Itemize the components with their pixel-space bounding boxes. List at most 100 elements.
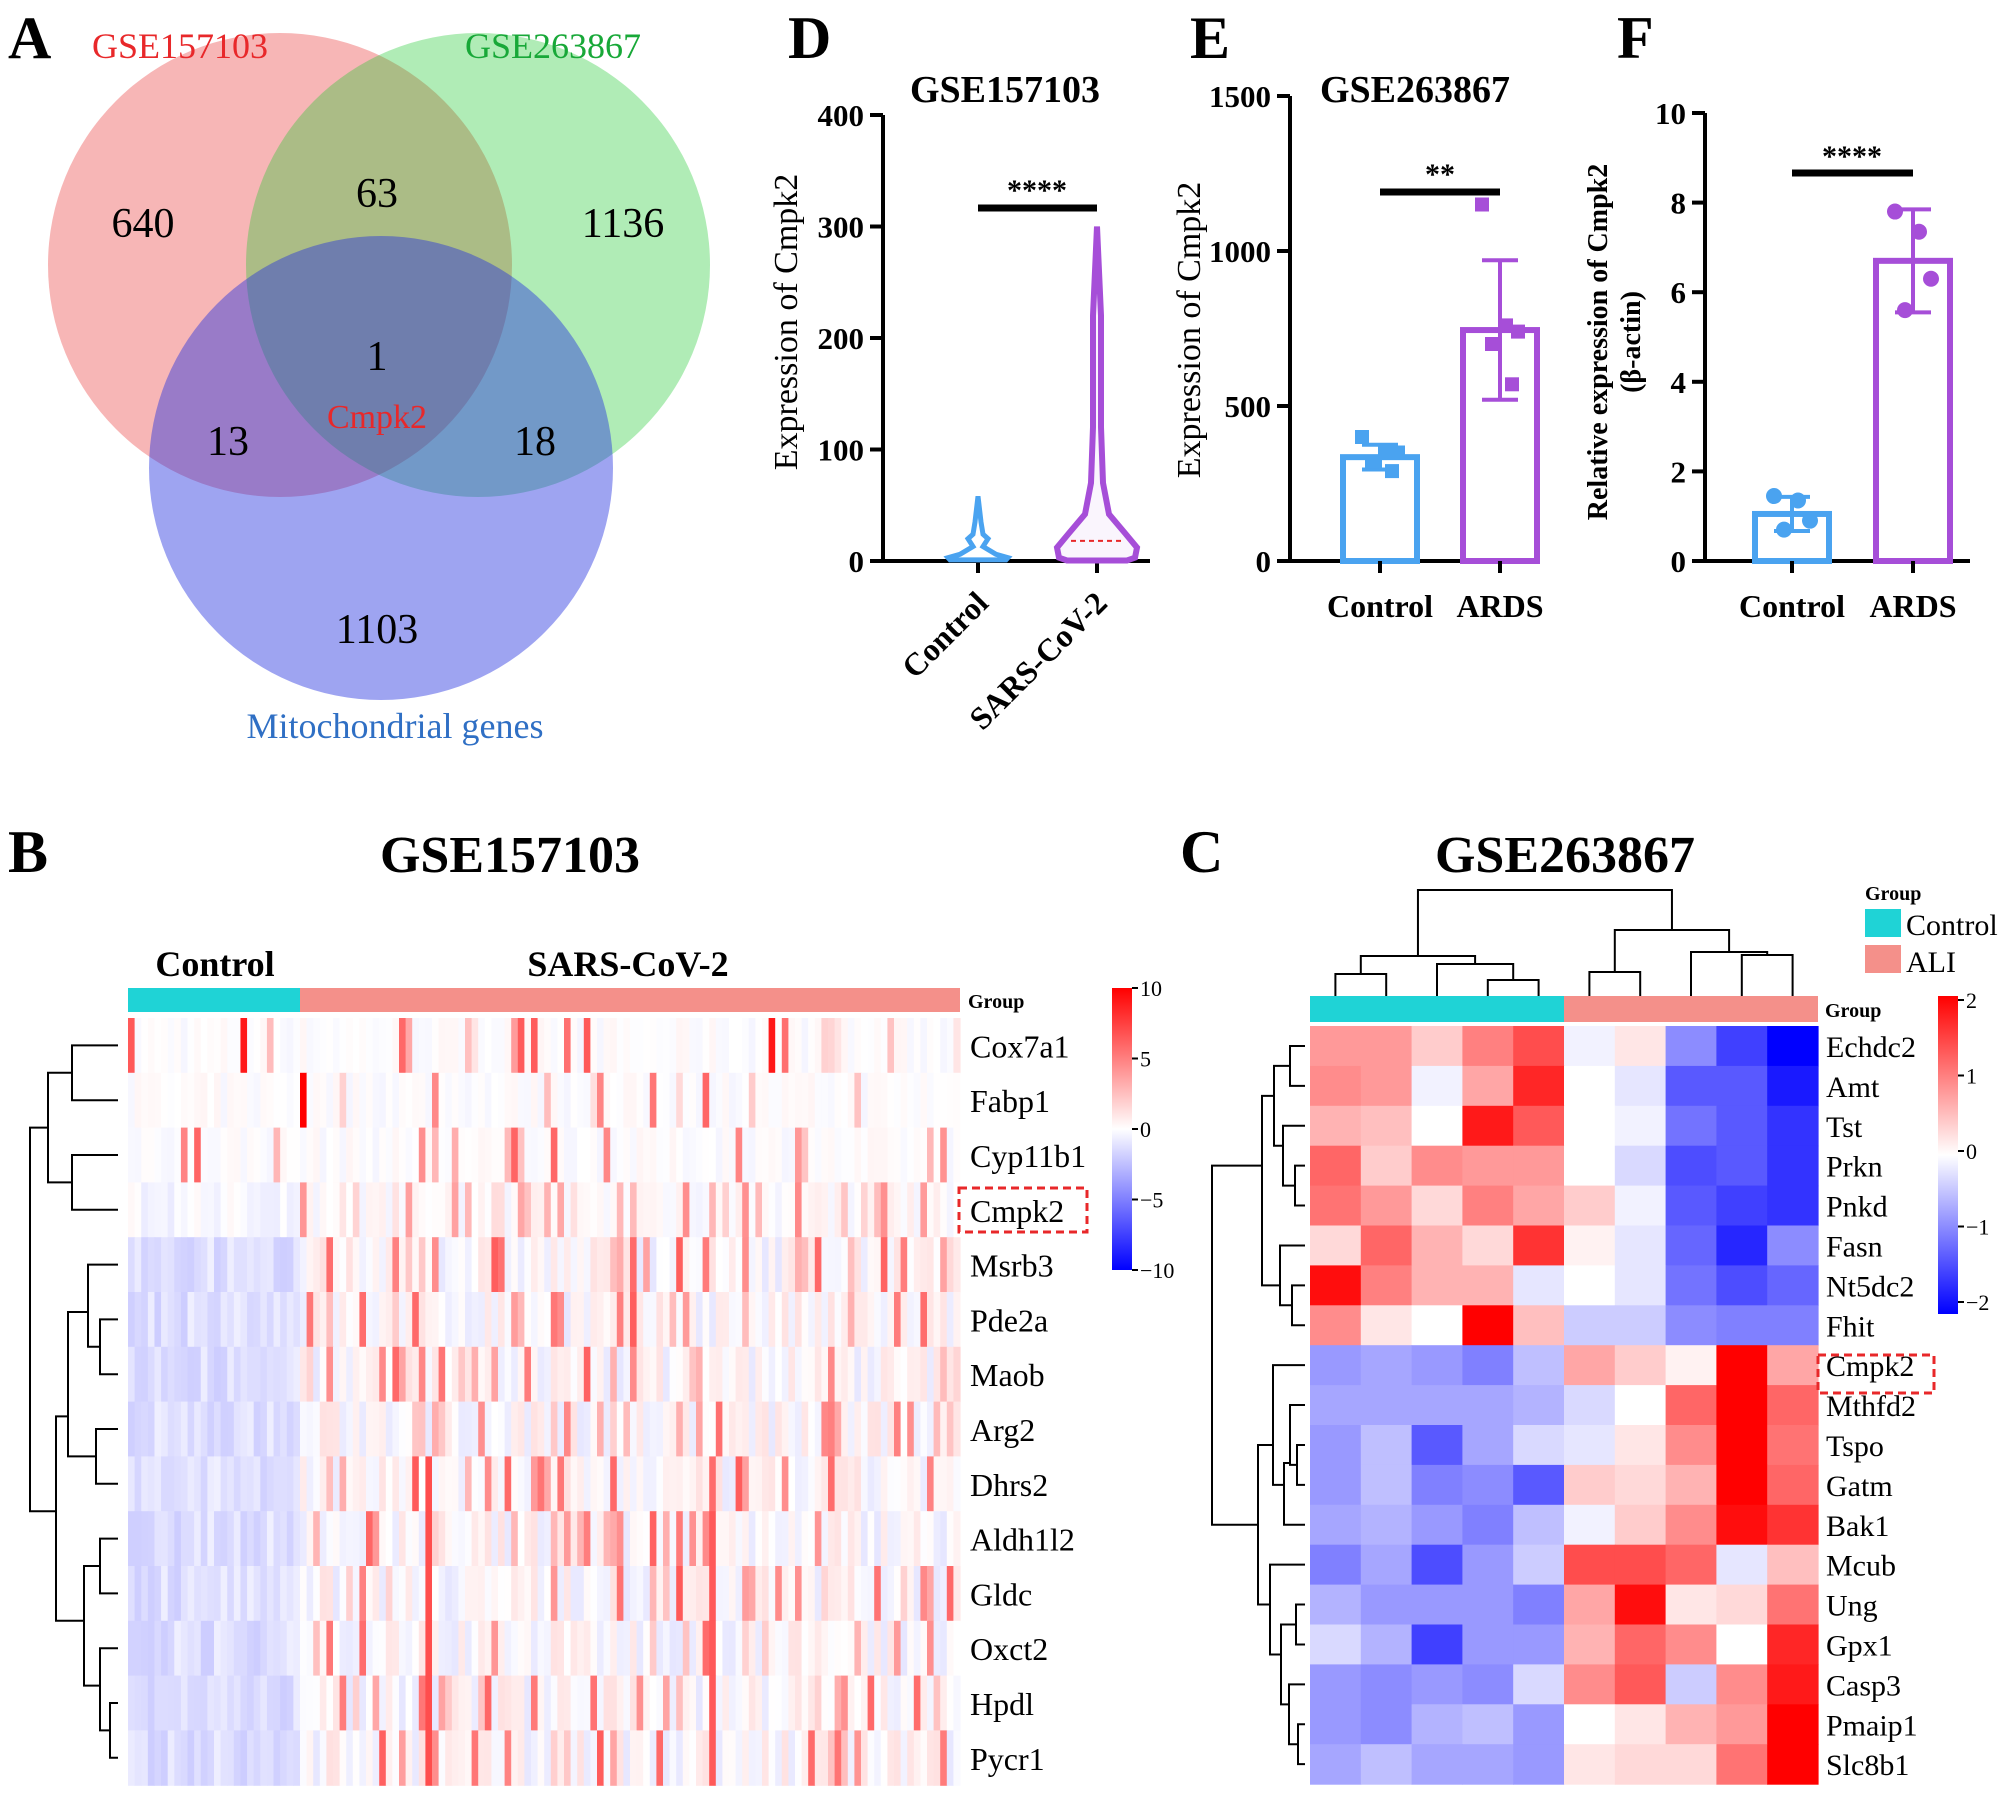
heat-cell xyxy=(583,1292,591,1348)
heat-cell xyxy=(880,1127,888,1183)
heat-cell xyxy=(478,1072,486,1129)
heat-cell xyxy=(1665,1345,1717,1386)
heat-cell xyxy=(300,1511,308,1567)
heat-cell xyxy=(1310,1265,1362,1306)
heat-cell xyxy=(755,1127,763,1183)
heat-cell xyxy=(1360,1105,1413,1147)
heat-cell xyxy=(240,1675,248,1731)
heat-cell xyxy=(610,1292,618,1348)
heat-cell xyxy=(399,1127,407,1183)
heat-cell xyxy=(379,1456,387,1512)
heat-cell xyxy=(207,1730,215,1786)
venn-circle-mito xyxy=(149,236,613,700)
heat-cell xyxy=(1614,1504,1667,1546)
heat-cell xyxy=(425,1401,433,1457)
heat-cell xyxy=(293,1456,301,1512)
heat-cell xyxy=(180,1511,189,1567)
heat-cell xyxy=(544,1346,552,1403)
heat-cell xyxy=(894,1566,902,1622)
heat-cell xyxy=(280,1182,288,1238)
heat-cell xyxy=(656,1237,664,1293)
heat-cell xyxy=(451,1127,459,1183)
heat-cell xyxy=(253,1456,261,1512)
heat-cell xyxy=(451,1456,459,1512)
heat-cell xyxy=(874,1511,882,1567)
heat-cell xyxy=(326,1292,334,1348)
heat-cell xyxy=(1767,1385,1819,1426)
panel-c-group-bar-case xyxy=(1564,996,1818,1022)
heat-cell xyxy=(147,1072,156,1129)
heat-cell xyxy=(1513,1425,1565,1466)
heat-cell xyxy=(880,1401,888,1457)
heat-cell xyxy=(247,1401,255,1457)
heat-cell xyxy=(1310,1105,1362,1147)
heat-cell xyxy=(1310,1584,1362,1626)
heat-cell xyxy=(781,1237,789,1293)
heat-cell xyxy=(597,1292,605,1348)
heat-cell xyxy=(405,1018,413,1074)
heat-cell xyxy=(1767,1065,1819,1107)
heat-cell xyxy=(557,1675,565,1731)
heat-cell xyxy=(715,1127,723,1183)
heat-cell xyxy=(359,1730,367,1786)
gene-label-cyp11b1: Cyp11b1 xyxy=(970,1138,1086,1174)
heat-cell xyxy=(458,1346,466,1403)
heat-cell xyxy=(616,1072,624,1129)
heat-cell xyxy=(418,1127,426,1183)
heat-cell xyxy=(260,1401,268,1457)
heat-cell xyxy=(894,1456,902,1512)
heat-cell xyxy=(1462,1624,1514,1665)
heat-cell xyxy=(616,1401,624,1457)
heat-cell xyxy=(134,1566,142,1622)
panel-b-control-label: Control xyxy=(155,944,274,984)
heat-cell xyxy=(900,1237,908,1293)
heat-cell xyxy=(755,1620,763,1677)
heat-cell xyxy=(326,1127,334,1183)
heat-cell xyxy=(847,1237,855,1293)
heat-cell xyxy=(286,1456,294,1512)
venn-count-gse157103-gse263867: 63 xyxy=(356,171,398,217)
heat-cell xyxy=(147,1566,156,1622)
heat-cell xyxy=(458,1730,466,1786)
heat-cell xyxy=(379,1401,387,1457)
gene-label-prkn: Prkn xyxy=(1826,1151,1883,1184)
heat-cell xyxy=(900,1456,908,1512)
heat-cell xyxy=(643,1511,651,1567)
heat-cell xyxy=(399,1675,407,1731)
heat-cell xyxy=(676,1292,684,1348)
heat-cell xyxy=(366,1401,374,1457)
heat-cell xyxy=(306,1346,314,1403)
heat-cell xyxy=(748,1511,756,1567)
heat-cell xyxy=(240,1127,248,1183)
heat-cell xyxy=(748,1072,756,1129)
heat-cell xyxy=(471,1072,479,1129)
heat-cell xyxy=(564,1072,572,1129)
heat-cell xyxy=(1614,1664,1667,1705)
heat-cell xyxy=(828,1620,836,1677)
heat-cell xyxy=(214,1072,222,1129)
heat-cell xyxy=(663,1401,671,1457)
heat-cell xyxy=(484,1675,492,1731)
heat-cell xyxy=(550,1346,558,1403)
heat-cell xyxy=(821,1511,829,1567)
heat-cell xyxy=(887,1237,895,1293)
heat-cell xyxy=(887,1511,895,1567)
heat-cell xyxy=(649,1346,657,1403)
panel-e-xlabel-ards: ARDS xyxy=(1456,588,1543,624)
heat-cell xyxy=(154,1730,162,1786)
heat-cell xyxy=(940,1182,948,1238)
heat-cell xyxy=(616,1182,624,1238)
heat-cell xyxy=(616,1018,624,1074)
heat-cell xyxy=(280,1072,288,1129)
heat-cell xyxy=(418,1456,426,1512)
heat-cell xyxy=(1564,1584,1616,1626)
heat-cell xyxy=(379,1072,387,1129)
heat-cell xyxy=(352,1566,360,1622)
heat-cell xyxy=(372,1237,380,1293)
heat-cell xyxy=(504,1675,512,1731)
heat-cell xyxy=(781,1292,789,1348)
heat-cell xyxy=(141,1730,149,1786)
heat-cell xyxy=(755,1675,763,1731)
heat-cell xyxy=(141,1620,149,1677)
panel-f-ylabel-2: (β-actin) xyxy=(1616,291,1647,393)
